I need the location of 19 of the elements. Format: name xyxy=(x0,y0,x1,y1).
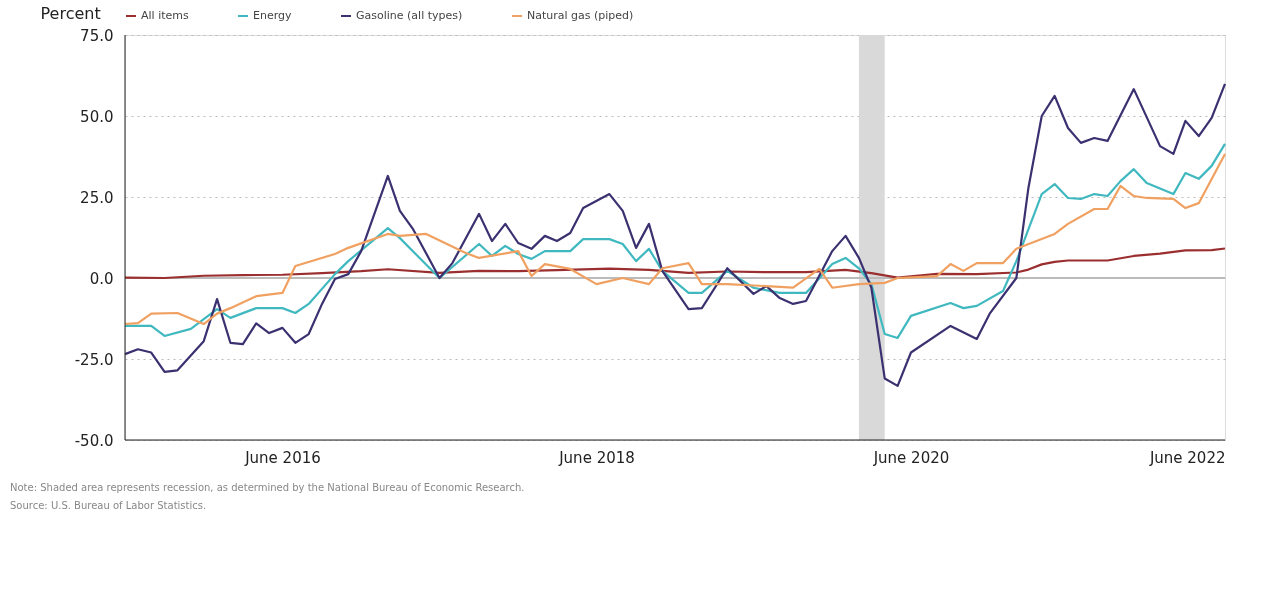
source-note: Source: U.S. Bureau of Labor Statistics. xyxy=(10,500,207,511)
x-tick-label: June 2018 xyxy=(558,448,635,467)
y-tick-label: -50.0 xyxy=(74,431,114,450)
legend-label: Natural gas (piped) xyxy=(527,9,634,22)
legend-label: Energy xyxy=(253,9,292,22)
y-tick-label: 0.0 xyxy=(89,269,114,288)
legend-label: All items xyxy=(141,9,189,22)
y-tick-label: -25.0 xyxy=(74,350,114,369)
x-tick-label: June 2020 xyxy=(872,448,950,467)
y-axis-title: Percent xyxy=(40,3,101,23)
y-tick-label: 75.0 xyxy=(80,26,114,45)
x-tick-label: June 2016 xyxy=(244,448,321,467)
line-series xyxy=(123,82,1227,387)
line-series xyxy=(123,247,1227,280)
y-tick-label: 25.0 xyxy=(80,188,114,207)
x-tick-label: June 2022 xyxy=(1148,448,1226,467)
legend-label: Gasoline (all types) xyxy=(356,9,463,22)
text: Note: Shaded area represents recession, as determined by the National Bureau of Economic Research. xyxy=(10,482,525,493)
y-tick-label: 50.0 xyxy=(80,107,114,126)
